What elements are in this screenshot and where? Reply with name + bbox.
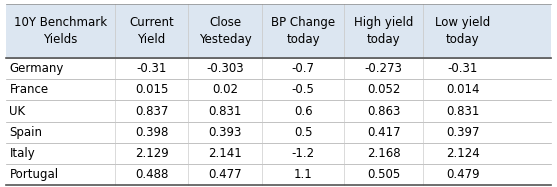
Text: BP Change
today: BP Change today (271, 16, 335, 46)
Text: 0.052: 0.052 (367, 83, 400, 96)
Bar (6, 79, 551, 100)
Text: Low yield
today: Low yield today (435, 16, 490, 46)
Text: Close
Yesteday: Close Yesteday (199, 16, 252, 46)
Text: 0.837: 0.837 (135, 105, 168, 118)
Text: Germany: Germany (9, 62, 63, 75)
Text: 0.393: 0.393 (208, 126, 242, 139)
Text: 0.831: 0.831 (446, 105, 480, 118)
Text: 0.477: 0.477 (208, 168, 242, 181)
Text: 0.6: 0.6 (294, 105, 312, 118)
Text: 0.02: 0.02 (212, 83, 238, 96)
Text: 0.5: 0.5 (294, 126, 312, 139)
Text: -0.273: -0.273 (365, 62, 403, 75)
Text: 1.1: 1.1 (294, 168, 312, 181)
Text: -0.7: -0.7 (291, 62, 315, 75)
Text: 2.168: 2.168 (367, 147, 400, 160)
Text: -0.31: -0.31 (447, 62, 478, 75)
Text: Italy: Italy (9, 147, 35, 160)
Text: France: France (9, 83, 48, 96)
Text: Current
Yield: Current Yield (129, 16, 174, 46)
Bar (6, 164, 551, 185)
Text: -1.2: -1.2 (291, 147, 315, 160)
Text: 0.863: 0.863 (367, 105, 400, 118)
Text: 0.015: 0.015 (135, 83, 168, 96)
Bar (6, 100, 551, 122)
Text: Spain: Spain (9, 126, 42, 139)
Text: -0.31: -0.31 (136, 62, 167, 75)
Text: 0.397: 0.397 (446, 126, 480, 139)
Text: 10Y Benchmark
Yields: 10Y Benchmark Yields (13, 16, 107, 46)
Text: 2.124: 2.124 (446, 147, 480, 160)
Bar (6, 143, 551, 164)
Text: -0.303: -0.303 (207, 62, 244, 75)
Text: 0.479: 0.479 (446, 168, 480, 181)
Text: 0.505: 0.505 (367, 168, 400, 181)
Text: Portugal: Portugal (9, 168, 58, 181)
Text: 0.831: 0.831 (208, 105, 242, 118)
Text: 2.129: 2.129 (135, 147, 168, 160)
Text: High yield
today: High yield today (354, 16, 413, 46)
Text: 0.014: 0.014 (446, 83, 480, 96)
Bar (6, 4, 551, 58)
Text: 0.417: 0.417 (367, 126, 400, 139)
Text: 0.398: 0.398 (135, 126, 168, 139)
Text: UK: UK (9, 105, 26, 118)
Text: 0.488: 0.488 (135, 168, 168, 181)
Text: -0.5: -0.5 (292, 83, 315, 96)
Bar (6, 122, 551, 143)
Bar (6, 58, 551, 79)
Text: 2.141: 2.141 (208, 147, 242, 160)
